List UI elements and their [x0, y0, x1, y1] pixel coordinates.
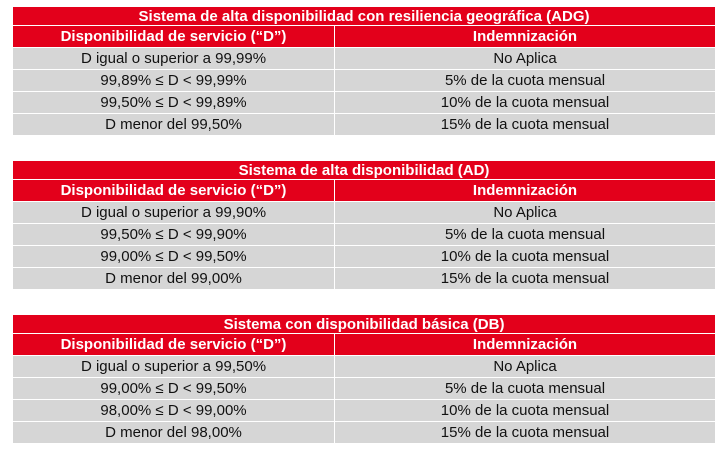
table-row: 99,89% ≤ D < 99,99% 5% de la cuota mensu… — [12, 69, 717, 92]
compensation-cell: 5% de la cuota mensual — [334, 223, 716, 246]
adg-table: Sistema de alta disponibilidad con resil… — [11, 6, 717, 136]
compensation-cell: 15% de la cuota mensual — [333, 421, 717, 444]
compensation-cell: 5% de la cuota mensual — [333, 377, 717, 400]
table-row: D igual o superior a 99,90% No Aplica — [12, 201, 716, 224]
availability-cell: D igual o superior a 99,99% — [12, 47, 335, 70]
availability-cell: 99,50% ≤ D < 99,90% — [12, 223, 335, 246]
table-title-row: Sistema con disponibilidad básica (DB) — [11, 314, 717, 334]
availability-cell: D menor del 99,00% — [12, 267, 335, 290]
availability-cell: 99,00% ≤ D < 99,50% — [12, 245, 335, 268]
table-row: 98,00% ≤ D < 99,00% 10% de la cuota mens… — [12, 399, 717, 422]
table-title: Sistema con disponibilidad básica (DB) — [11, 314, 717, 334]
table-row: 99,50% ≤ D < 99,89% 10% de la cuota mens… — [12, 91, 717, 114]
table-header-row: Disponibilidad de servicio (“D”) Indemni… — [12, 25, 717, 48]
availability-column-header: Disponibilidad de servicio (“D”) — [12, 179, 335, 202]
compensation-column-header: Indemnización — [334, 179, 716, 202]
table-row: D menor del 99,50% 15% de la cuota mensu… — [12, 113, 717, 136]
table-title: Sistema de alta disponibilidad con resil… — [11, 6, 717, 26]
compensation-cell: 5% de la cuota mensual — [333, 69, 717, 92]
table-row: 99,00% ≤ D < 99,50% 5% de la cuota mensu… — [12, 377, 717, 400]
table-header-row: Disponibilidad de servicio (“D”) Indemni… — [12, 333, 717, 356]
availability-cell: 99,00% ≤ D < 99,50% — [12, 377, 335, 400]
compensation-cell: 10% de la cuota mensual — [333, 91, 717, 114]
compensation-cell: No Aplica — [333, 47, 717, 70]
availability-cell: 99,89% ≤ D < 99,99% — [12, 69, 335, 92]
availability-cell: D menor del 99,50% — [12, 113, 335, 136]
availability-cell: D igual o superior a 99,50% — [12, 355, 335, 378]
table-header-row: Disponibilidad de servicio (“D”) Indemni… — [12, 179, 716, 202]
table-title-row: Sistema de alta disponibilidad (AD) — [12, 160, 716, 180]
availability-column-header: Disponibilidad de servicio (“D”) — [12, 333, 335, 356]
ad-table: Sistema de alta disponibilidad (AD) Disp… — [12, 160, 716, 290]
compensation-cell: 15% de la cuota mensual — [334, 267, 716, 290]
compensation-cell: No Aplica — [334, 201, 716, 224]
table-row: D igual o superior a 99,50% No Aplica — [12, 355, 717, 378]
table-row: D menor del 98,00% 15% de la cuota mensu… — [12, 421, 717, 444]
compensation-cell: No Aplica — [333, 355, 717, 378]
table-title: Sistema de alta disponibilidad (AD) — [12, 160, 716, 180]
table-row: 99,50% ≤ D < 99,90% 5% de la cuota mensu… — [12, 223, 716, 246]
table-row: 99,00% ≤ D < 99,50% 10% de la cuota mens… — [12, 245, 716, 268]
compensation-cell: 10% de la cuota mensual — [334, 245, 716, 268]
availability-cell: 98,00% ≤ D < 99,00% — [12, 399, 335, 422]
db-table: Sistema con disponibilidad básica (DB) D… — [11, 314, 717, 444]
compensation-column-header: Indemnización — [333, 25, 717, 48]
availability-cell: D igual o superior a 99,90% — [12, 201, 335, 224]
compensation-cell: 15% de la cuota mensual — [333, 113, 717, 136]
table-row: D igual o superior a 99,99% No Aplica — [12, 47, 717, 70]
table-row: D menor del 99,00% 15% de la cuota mensu… — [12, 267, 716, 290]
compensation-cell: 10% de la cuota mensual — [333, 399, 717, 422]
availability-cell: D menor del 98,00% — [12, 421, 335, 444]
table-title-row: Sistema de alta disponibilidad con resil… — [11, 6, 717, 26]
availability-cell: 99,50% ≤ D < 99,89% — [12, 91, 335, 114]
availability-column-header: Disponibilidad de servicio (“D”) — [12, 25, 335, 48]
compensation-column-header: Indemnización — [333, 333, 717, 356]
